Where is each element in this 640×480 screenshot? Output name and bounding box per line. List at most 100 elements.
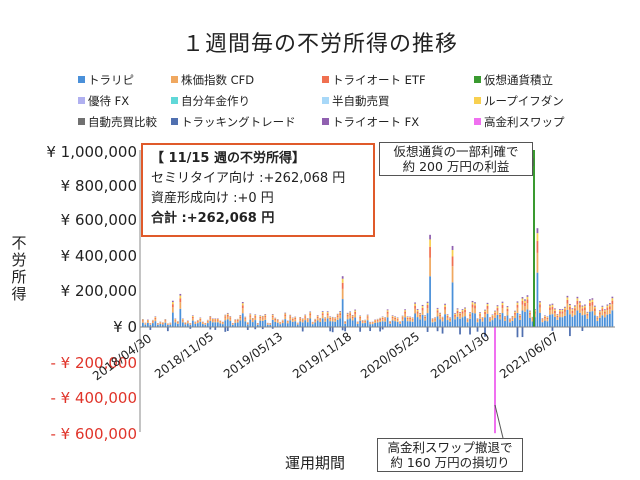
bar-segment [459, 315, 461, 319]
bar-segment [539, 301, 541, 303]
bar-segment [244, 318, 247, 320]
bar-segment [531, 318, 534, 320]
bar-segment [251, 320, 254, 323]
bar-segment [564, 306, 566, 308]
crypto-spike-bar [533, 150, 535, 327]
bar-segment [539, 304, 541, 308]
bar-segment [526, 295, 529, 297]
bar-segment [434, 318, 436, 320]
bar-segment-negative [484, 327, 486, 337]
bar-segment [361, 323, 364, 327]
bar-segment [426, 301, 429, 303]
bar-segment [144, 323, 147, 324]
bar-segment [326, 311, 329, 313]
bar-segment [519, 319, 521, 327]
bar-segment [406, 319, 409, 322]
bar-segment [316, 320, 319, 327]
bar-segment [326, 313, 329, 316]
bar-segment [229, 321, 232, 327]
bar-segment [371, 322, 374, 324]
bar-segment [251, 322, 254, 327]
bar-segment [414, 308, 416, 314]
bar-segment [209, 318, 212, 321]
bar-segment [399, 322, 401, 323]
bar-segment [581, 308, 584, 311]
bar-segment [254, 315, 257, 317]
bar-segment [159, 322, 162, 323]
bar-segment [454, 313, 456, 315]
bar-segment [451, 282, 454, 327]
bar-segment [236, 320, 239, 323]
bar-segment [276, 319, 279, 321]
bar-segment [469, 313, 471, 315]
bar-segment [561, 311, 564, 314]
legend-item-swap: 高金利スワップ [474, 114, 565, 130]
bar-segment [576, 300, 579, 305]
bar-segment [601, 306, 604, 309]
bar-segment [481, 318, 484, 320]
bar-segment [226, 319, 229, 327]
swap-loss-bar [494, 327, 496, 434]
bar-segment [206, 320, 209, 322]
bar-segment [336, 313, 339, 315]
bar-segment [261, 315, 264, 317]
bar-segment [439, 319, 441, 327]
bar-segment [591, 301, 594, 306]
bar-segment [426, 302, 429, 306]
bar-segment [354, 310, 357, 312]
bar-segment [224, 314, 227, 316]
bar-segment [366, 317, 369, 321]
bar-segment [516, 302, 519, 305]
bar-segment [481, 321, 484, 327]
bar-segment [494, 314, 496, 318]
bar-segment [184, 324, 187, 327]
bar-segment [229, 316, 232, 318]
bar-segment [529, 314, 531, 318]
bar-segment [279, 324, 282, 327]
bar-segment [321, 318, 324, 327]
bar-segment [499, 314, 501, 317]
bar-segment [444, 314, 446, 327]
bar-segment [426, 313, 429, 327]
bar-segment [194, 322, 197, 323]
bar-segment [529, 317, 531, 327]
bar-segment [524, 299, 526, 301]
bar-segment [366, 316, 369, 318]
bar-segment [489, 319, 491, 322]
bar-segment [446, 316, 449, 318]
bar-segment [514, 310, 516, 312]
bar-segment [541, 322, 544, 327]
bar-segment [539, 307, 541, 313]
bar-segment [456, 316, 459, 327]
bar-segment [579, 301, 581, 303]
bar-segment [299, 318, 302, 320]
bar-segment [444, 303, 446, 305]
bar-segment [366, 320, 369, 327]
bar-segment [429, 246, 431, 258]
bar-segment [569, 314, 571, 327]
bar-segment [454, 316, 456, 320]
bar-segment [386, 311, 389, 314]
bar-segment [464, 312, 466, 317]
legend-swatch [322, 118, 329, 125]
bar-segment [171, 302, 174, 305]
bar-segment [254, 316, 257, 318]
bar-segment [254, 320, 257, 327]
bar-segment [194, 324, 197, 327]
bar-segment [461, 317, 464, 327]
legend-label: 株価指数 CFD [181, 72, 255, 87]
bar-segment [489, 321, 491, 327]
bar-segment [142, 320, 144, 322]
bar-segment [271, 319, 274, 327]
bar-segment [346, 312, 349, 314]
bar-segment [331, 319, 334, 322]
bar-segment [379, 320, 381, 322]
bar-segment [554, 309, 556, 311]
bar-segment [274, 321, 277, 327]
bar-segment [354, 309, 357, 311]
bar-segment [591, 299, 594, 302]
bar-segment [351, 316, 354, 319]
bar-segment [334, 317, 337, 319]
bar-segment [441, 318, 444, 320]
bar-segment [544, 315, 546, 316]
